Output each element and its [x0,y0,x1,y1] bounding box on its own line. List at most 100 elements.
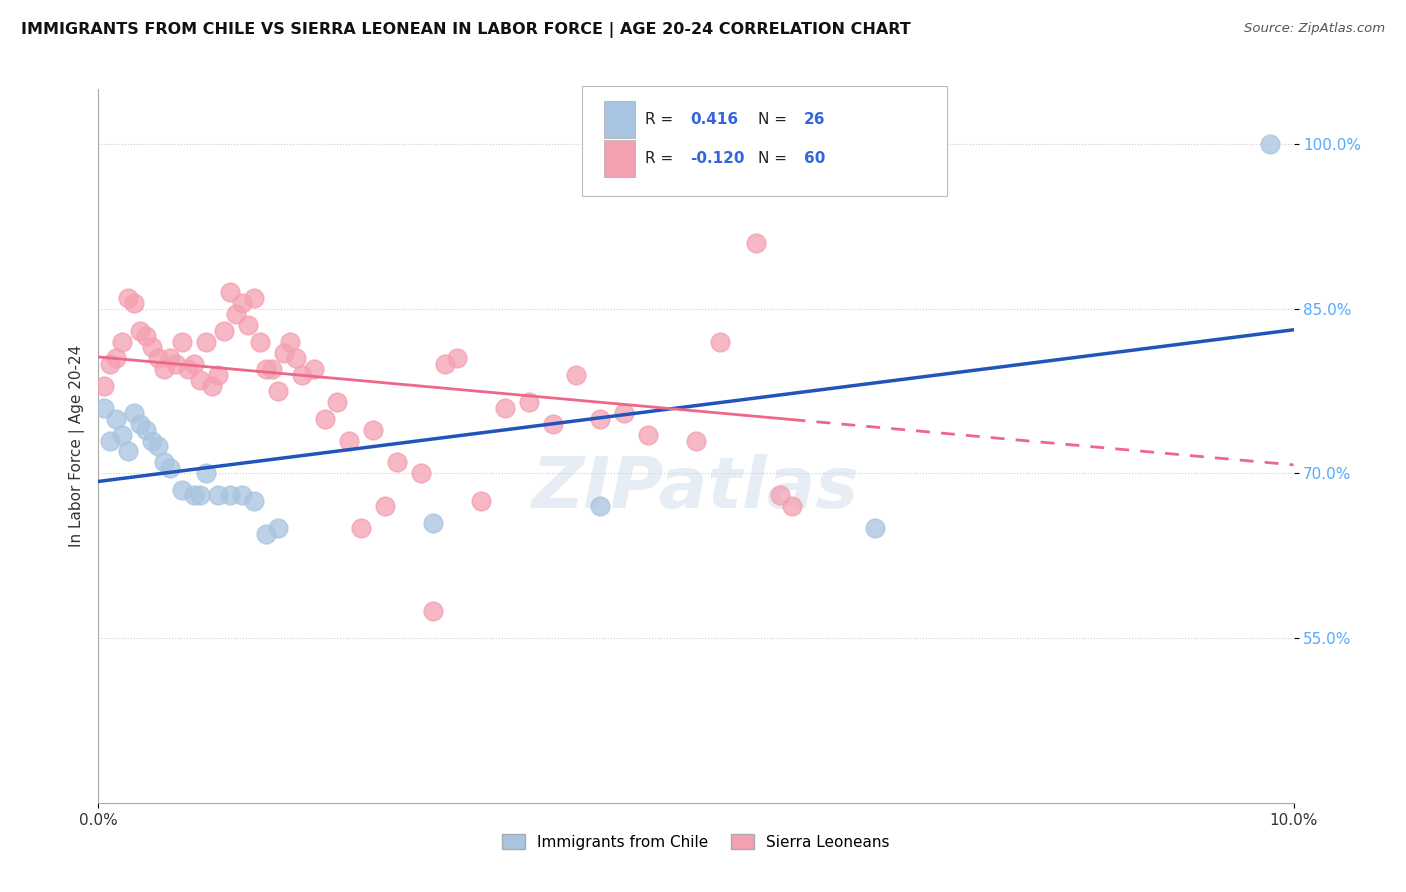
Point [124,406,146,420]
Point [315,411,337,425]
Text: ZIPatlas: ZIPatlas [533,454,859,524]
Point [339,434,361,448]
Point [541,417,564,431]
Point [249,334,271,349]
Text: Source: ZipAtlas.com: Source: ZipAtlas.com [1244,22,1385,36]
Point [105,351,128,366]
Point [129,417,152,431]
Point [212,324,235,338]
Point [219,285,242,300]
Point [148,439,170,453]
Point [589,500,612,514]
Point [284,351,307,366]
Point [422,516,444,530]
Point [165,357,187,371]
Point [207,488,229,502]
Point [135,329,157,343]
Point [350,521,373,535]
Point [93,401,115,415]
Point [207,368,229,382]
Point [804,137,827,152]
Point [243,291,266,305]
Point [153,362,176,376]
Point [105,411,128,425]
Point [188,373,211,387]
Point [231,488,253,502]
Point [517,395,540,409]
Point [93,378,115,392]
Point [613,406,636,420]
Point [267,521,290,535]
Point [363,423,385,437]
Point [865,521,887,535]
Point [254,526,277,541]
Point [98,434,122,448]
Point [195,334,218,349]
Text: 26: 26 [804,112,825,128]
Point [177,362,200,376]
Point [148,351,170,366]
Point [1258,137,1281,152]
FancyBboxPatch shape [582,86,948,196]
Point [769,488,792,502]
Point [111,428,134,442]
Point [129,324,152,338]
Point [291,368,314,382]
Point [172,483,194,497]
Point [267,384,290,398]
Point [685,434,707,448]
Point [494,401,516,415]
Point [201,378,224,392]
Point [219,488,242,502]
Point [278,334,301,349]
Point [446,351,468,366]
Point [98,357,122,371]
Text: N =: N = [758,112,792,128]
FancyBboxPatch shape [605,102,636,138]
Point [236,318,259,333]
Point [326,395,349,409]
Point [231,296,253,310]
Point [434,357,457,371]
Point [141,434,163,448]
Text: -0.120: -0.120 [690,151,745,166]
Point [637,428,659,442]
Point [172,334,194,349]
Point [589,411,612,425]
Point [183,488,205,502]
Point [254,362,277,376]
Y-axis label: In Labor Force | Age 20-24: In Labor Force | Age 20-24 [69,345,84,547]
Point [411,467,433,481]
Point [225,307,247,321]
Point [195,467,218,481]
Point [374,500,396,514]
Text: R =: R = [644,151,678,166]
Point [243,494,266,508]
Point [124,296,146,310]
Point [159,461,181,475]
Point [183,357,205,371]
Point [385,455,409,469]
Point [745,235,768,250]
Point [111,334,134,349]
Point [273,345,295,359]
Point [260,362,283,376]
Text: R =: R = [644,112,678,128]
Point [302,362,325,376]
Point [565,368,588,382]
Text: N =: N = [758,151,792,166]
Point [141,340,163,354]
Point [709,334,731,349]
Text: 0.416: 0.416 [690,112,738,128]
Point [153,455,176,469]
Point [159,351,181,366]
Point [188,488,211,502]
Point [117,291,139,305]
Point [135,423,157,437]
Text: 60: 60 [804,151,825,166]
Point [117,444,139,458]
Legend: Immigrants from Chile, Sierra Leoneans: Immigrants from Chile, Sierra Leoneans [496,828,896,855]
Point [780,500,803,514]
Point [422,604,444,618]
Text: IMMIGRANTS FROM CHILE VS SIERRA LEONEAN IN LABOR FORCE | AGE 20-24 CORRELATION C: IMMIGRANTS FROM CHILE VS SIERRA LEONEAN … [21,22,911,38]
